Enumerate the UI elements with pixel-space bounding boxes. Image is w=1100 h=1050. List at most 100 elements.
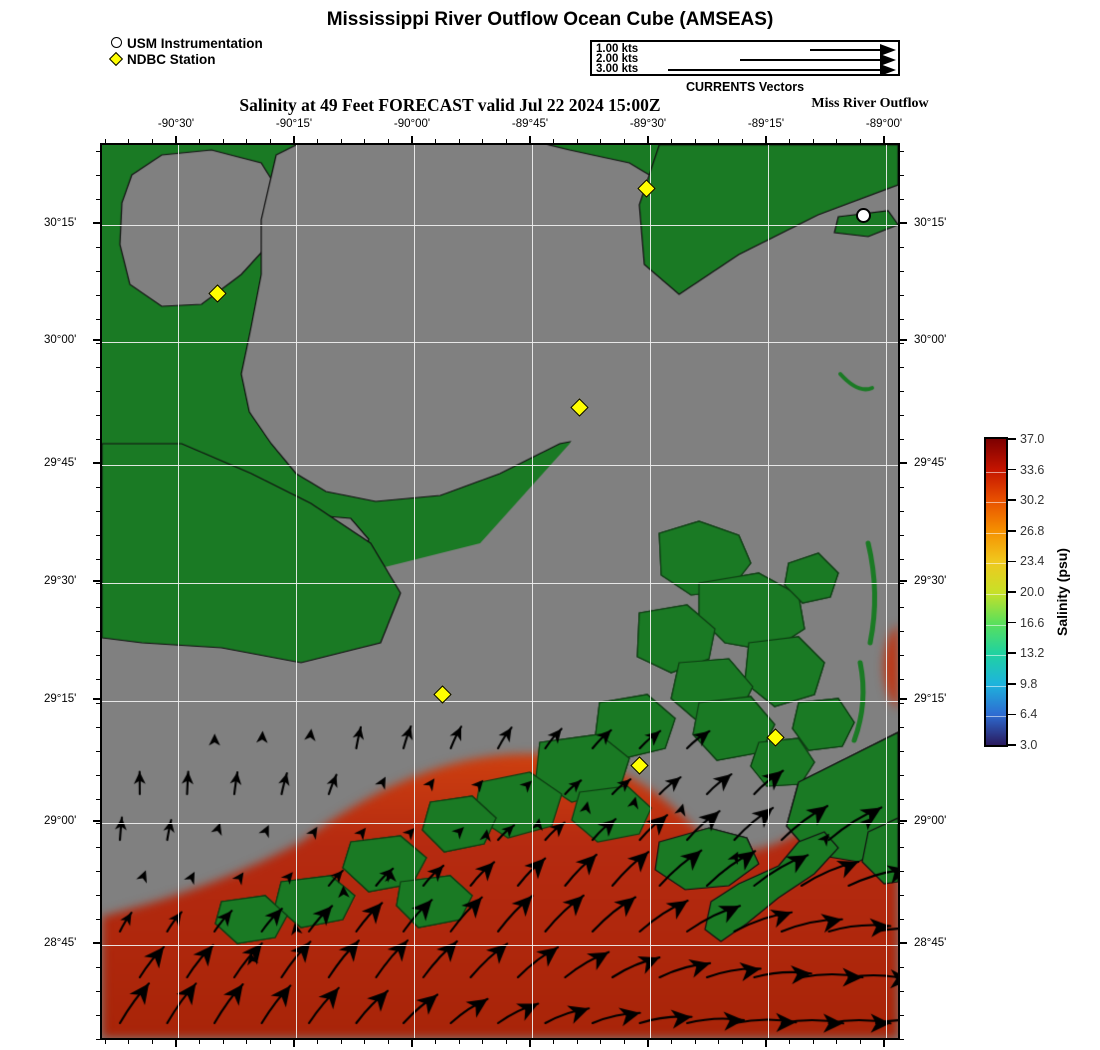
axis-minor-tick-x bbox=[859, 139, 861, 143]
legend-label-ndbc: NDBC Station bbox=[127, 52, 216, 67]
colorbar-tick bbox=[1008, 591, 1016, 593]
axis-minor-tick-y bbox=[900, 918, 904, 920]
colorbar-band-separator bbox=[986, 655, 1006, 657]
axis-minor-tick-y bbox=[96, 414, 100, 416]
axis-minor-tick-y bbox=[900, 558, 904, 560]
legend-label-usm: USM Instrumentation bbox=[127, 36, 263, 51]
axis-minor-tick-y bbox=[900, 942, 904, 944]
axis-minor-tick-y bbox=[96, 654, 100, 656]
axis-minor-tick-y bbox=[96, 966, 100, 968]
colorbar-tick-label: 30.2 bbox=[1020, 493, 1045, 508]
axis-tick-x bbox=[293, 136, 295, 143]
colorbar-tick-label: 37.0 bbox=[1020, 432, 1045, 446]
axis-label-y: 29°30' bbox=[44, 575, 77, 587]
vector-legend-label-3: 3.00 kts bbox=[596, 63, 639, 75]
axis-minor-tick-x bbox=[600, 139, 602, 143]
axis-minor-tick-y bbox=[900, 438, 904, 440]
usm-instrumentation-marker[interactable] bbox=[855, 207, 871, 223]
axis-minor-tick-x bbox=[600, 1040, 602, 1044]
axis-minor-tick-y bbox=[900, 630, 904, 632]
colorbar-band-separator bbox=[986, 624, 1006, 626]
axis-minor-tick-y bbox=[96, 678, 100, 680]
ndbc-station-marker-glyph bbox=[569, 397, 589, 417]
axis-minor-tick-x bbox=[435, 1040, 437, 1044]
axis-minor-tick-y bbox=[96, 798, 100, 800]
axis-minor-tick-y bbox=[900, 846, 904, 848]
axis-label-x: -89°45' bbox=[511, 118, 549, 130]
colorbar-tick bbox=[1008, 713, 1016, 716]
colorbar-band-separator bbox=[986, 685, 1006, 687]
axis-minor-tick-y bbox=[900, 390, 904, 392]
axis-minor-tick-y bbox=[96, 318, 100, 320]
ndbc-station-marker[interactable] bbox=[636, 178, 656, 198]
axis-minor-tick-x bbox=[246, 1040, 248, 1044]
axis-minor-tick-x bbox=[812, 139, 814, 143]
ndbc-station-marker-glyph bbox=[636, 178, 656, 198]
colorbar-tick-label: 3.0 bbox=[1020, 738, 1038, 752]
ndbc-station-marker[interactable] bbox=[569, 397, 589, 417]
axis-minor-tick-y bbox=[900, 774, 904, 776]
axis-minor-tick-x bbox=[340, 1040, 342, 1044]
gridline-horizontal bbox=[102, 583, 898, 585]
axis-minor-tick-y bbox=[900, 870, 904, 872]
ndbc-station-marker[interactable] bbox=[432, 684, 452, 704]
axis-minor-tick-x bbox=[269, 139, 271, 143]
salinity-field-canvas bbox=[102, 145, 898, 1038]
vector-legend-label-1: 1.00 kts bbox=[596, 43, 639, 55]
axis-minor-tick-x bbox=[505, 1040, 507, 1044]
axis-label-x: -89°30' bbox=[629, 118, 667, 130]
axis-minor-tick-y bbox=[900, 750, 904, 752]
axis-minor-tick-y bbox=[96, 1038, 100, 1040]
colorbar: 37.0 33.6 30.2 26.8 23.4 20.0 16.6 13.2 9.8 6.4 3.… bbox=[984, 432, 1044, 752]
ndbc-station-marker[interactable] bbox=[629, 755, 649, 775]
axis-minor-tick-y bbox=[96, 630, 100, 632]
axis-minor-tick-x bbox=[222, 139, 224, 143]
axis-minor-tick-x bbox=[812, 1040, 814, 1044]
axis-minor-tick-y bbox=[96, 246, 100, 248]
axis-label-x: -90°00' bbox=[393, 118, 431, 130]
axis-minor-tick-x bbox=[151, 139, 153, 143]
colorbar-title: Salinity (psu) bbox=[1054, 548, 1070, 636]
axis-tick-x bbox=[175, 136, 177, 143]
ndbc-station-marker-glyph bbox=[765, 727, 785, 747]
axis-tick-x bbox=[529, 136, 531, 143]
axis-label-y-right: 28°45' bbox=[914, 937, 947, 949]
axis-minor-tick-x bbox=[718, 139, 720, 143]
axis-tick-x bbox=[411, 136, 413, 143]
axis-minor-tick-y bbox=[900, 366, 904, 368]
colorbar-band-separator bbox=[986, 471, 1006, 473]
ndbc-station-marker[interactable] bbox=[207, 283, 227, 303]
axis-minor-tick-x bbox=[694, 1040, 696, 1044]
colorbar-tick-label: 6.4 bbox=[1020, 707, 1038, 722]
axis-minor-tick-y bbox=[96, 726, 100, 728]
axis-tick-y bbox=[900, 339, 907, 341]
axis-minor-tick-y bbox=[96, 1014, 100, 1016]
axis-minor-tick-x bbox=[246, 139, 248, 143]
vector-line-1 bbox=[810, 49, 880, 51]
axis-minor-tick-x bbox=[482, 139, 484, 143]
colorbar-tick bbox=[1008, 652, 1016, 654]
vector-legend-row-2: 2.00 kts bbox=[592, 53, 898, 66]
marker-legend: USM Instrumentation NDBC Station bbox=[108, 36, 263, 67]
axis-tick-x bbox=[765, 1040, 767, 1047]
gridline-vertical bbox=[414, 145, 416, 1038]
axis-label-x: -89°00' bbox=[865, 118, 903, 130]
vector-legend-row-1: 1.00 kts bbox=[592, 43, 898, 56]
axis-label-y-right: 29°00' bbox=[914, 815, 947, 827]
axis-minor-tick-y bbox=[900, 606, 904, 608]
ndbc-station-marker[interactable] bbox=[765, 727, 785, 747]
gridline-horizontal bbox=[102, 225, 898, 227]
axis-minor-tick-y bbox=[96, 270, 100, 272]
colorbar-tick-label: 33.6 bbox=[1020, 462, 1045, 477]
gridline-horizontal bbox=[102, 945, 898, 947]
axis-minor-tick-x bbox=[435, 139, 437, 143]
colorbar-tick-label: 13.2 bbox=[1020, 646, 1045, 661]
salinity-map-plot[interactable] bbox=[100, 143, 900, 1040]
axis-tick-x bbox=[647, 136, 649, 143]
page-title: Mississippi River Outflow Ocean Cube (AM… bbox=[326, 9, 774, 30]
axis-minor-tick-y bbox=[900, 294, 904, 296]
gridline-horizontal bbox=[102, 701, 898, 703]
axis-minor-tick-x bbox=[623, 139, 625, 143]
axis-tick-x bbox=[411, 1040, 413, 1047]
